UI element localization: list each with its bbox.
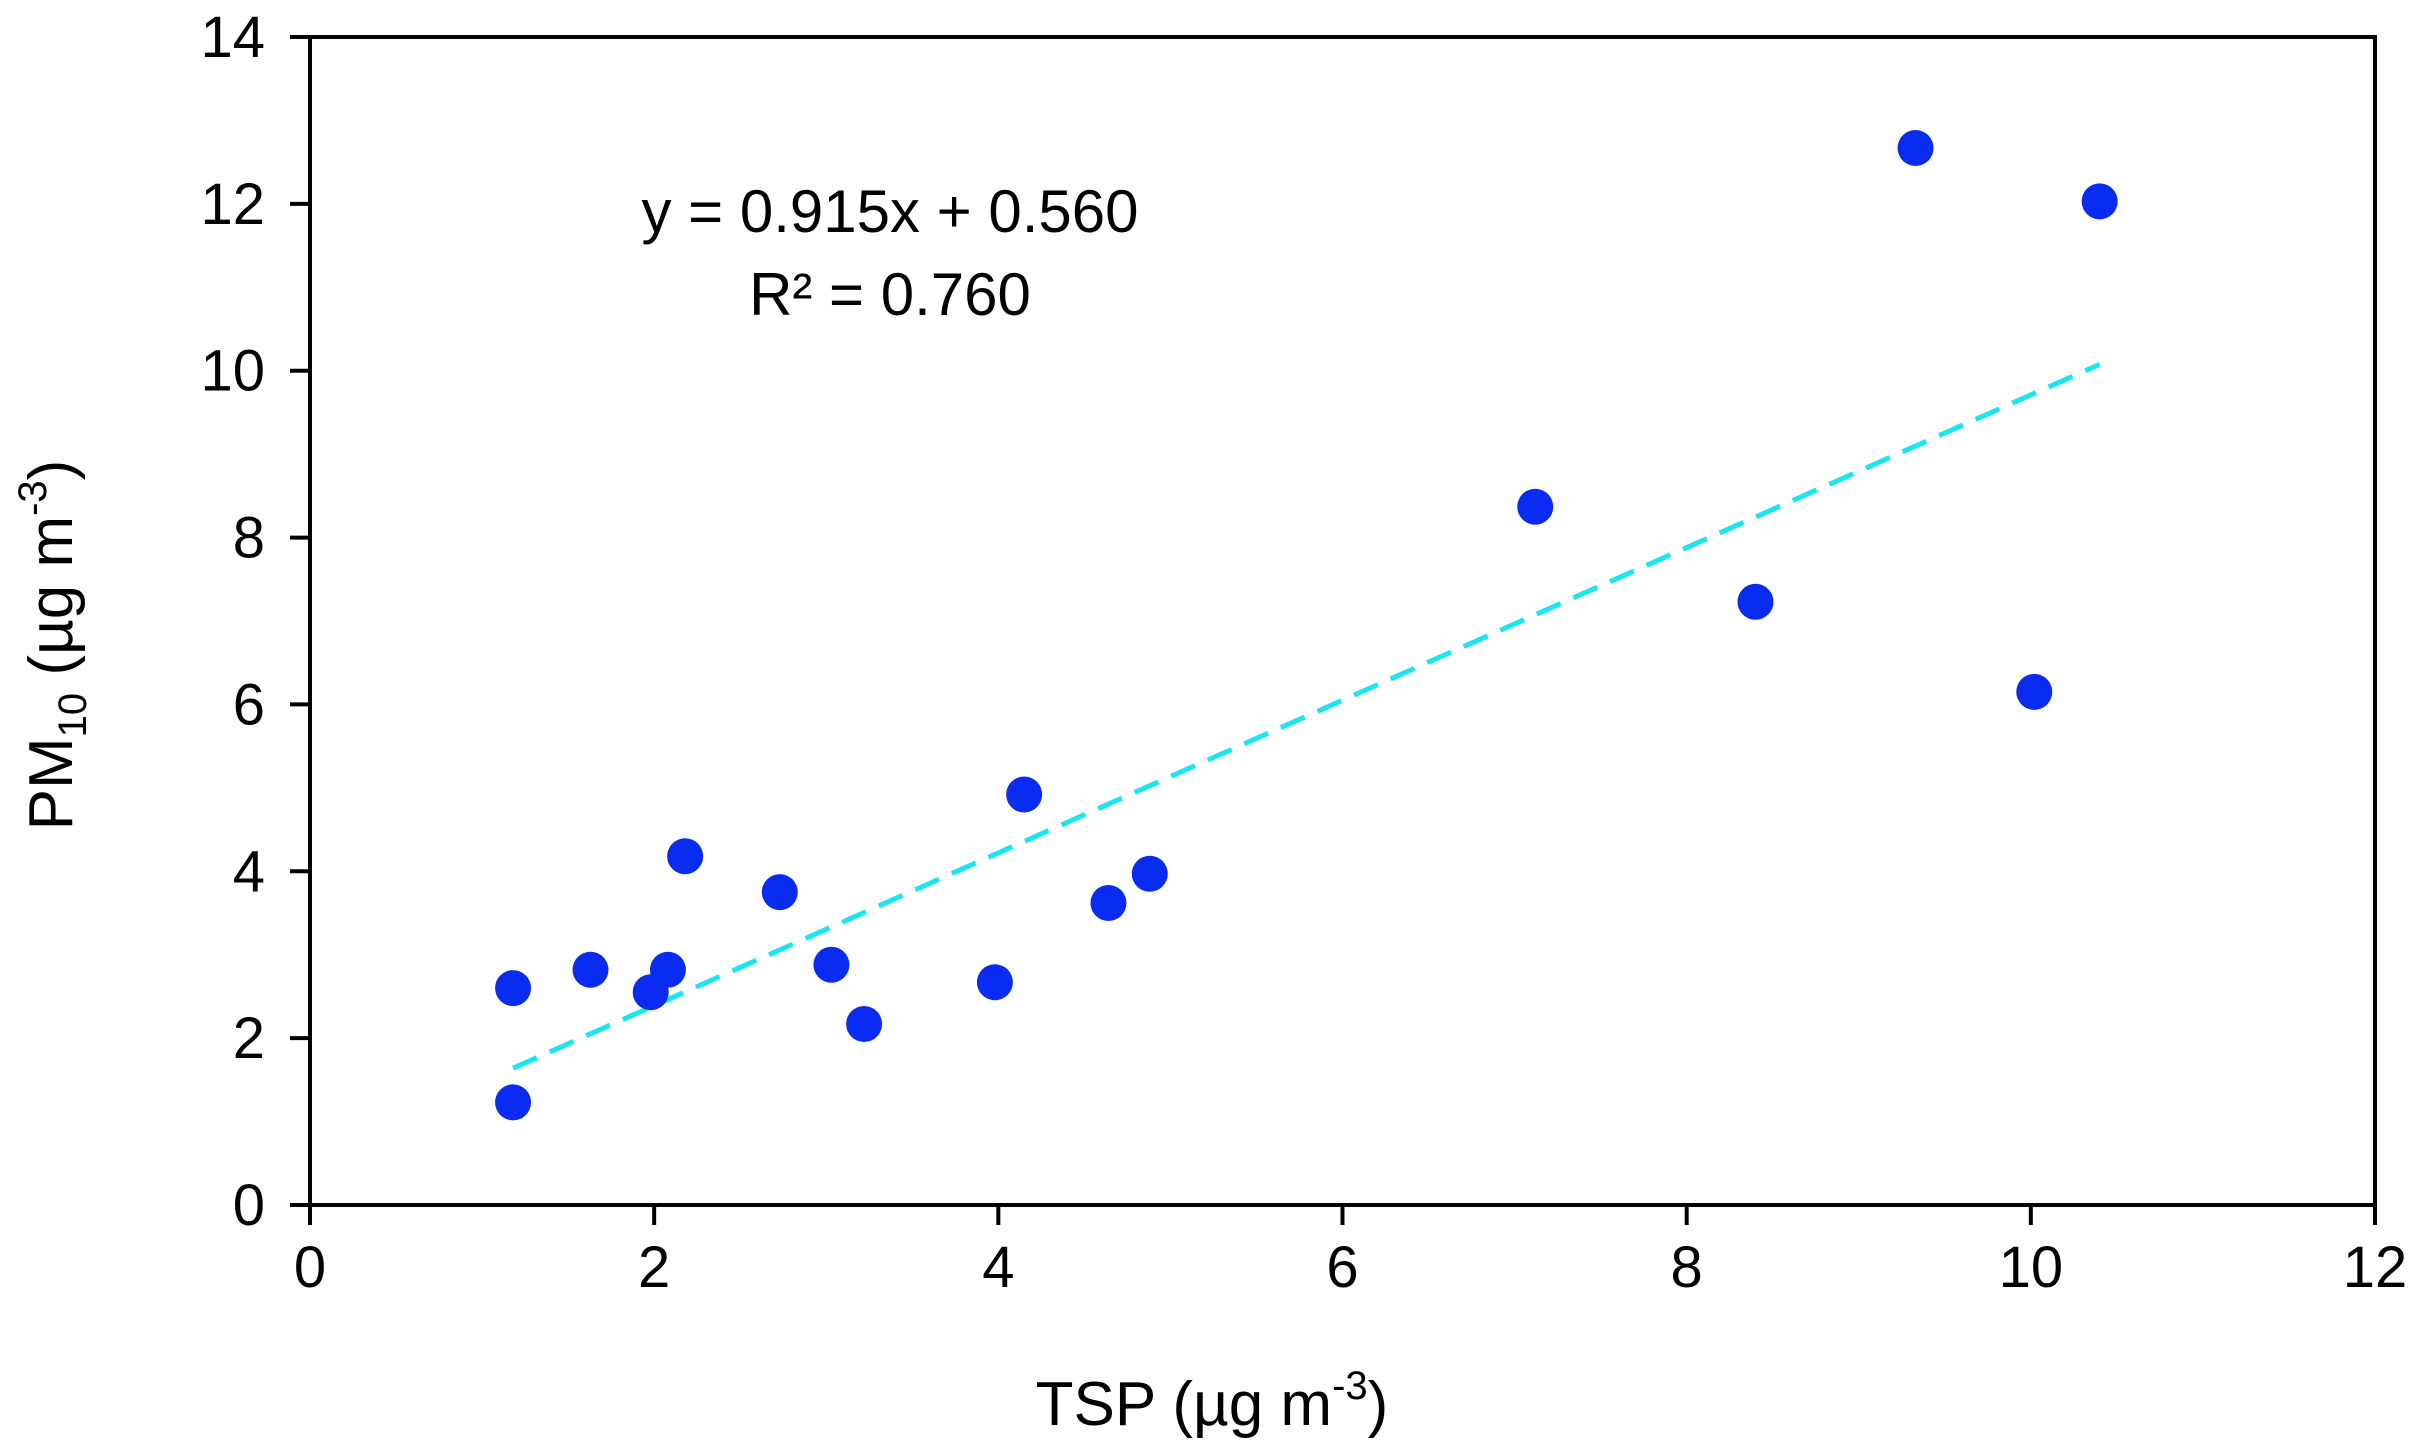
- data-point: [2081, 183, 2118, 220]
- r-squared-label: R² = 0.760: [749, 261, 1031, 328]
- x-tick-label: 12: [2343, 1235, 2408, 1300]
- regression-equation: y = 0.915x + 0.560: [641, 178, 1138, 245]
- x-axis-title: TSP (µg m-3): [1036, 1364, 1389, 1439]
- data-point: [976, 964, 1013, 1001]
- data-point: [2016, 673, 2053, 710]
- x-tick-label: 8: [1671, 1235, 1703, 1300]
- data-point: [649, 951, 686, 988]
- y-tick-label: 4: [233, 839, 265, 904]
- data-point: [1517, 488, 1554, 525]
- x-tick-label: 10: [1999, 1235, 2064, 1300]
- data-point: [1090, 884, 1127, 921]
- data-point: [572, 951, 609, 988]
- x-tick-label: 0: [294, 1235, 326, 1300]
- x-tick-label: 4: [982, 1235, 1014, 1300]
- data-point: [761, 874, 798, 911]
- x-tick-label: 6: [1326, 1235, 1358, 1300]
- data-point: [1897, 129, 1934, 166]
- y-tick-label: 10: [200, 339, 265, 404]
- y-tick-label: 2: [233, 1006, 265, 1071]
- data-point: [846, 1005, 883, 1042]
- y-tick-label: 14: [200, 5, 265, 70]
- x-tick-label: 2: [638, 1235, 670, 1300]
- y-tick-label: 0: [233, 1173, 265, 1238]
- trendline-group: [512, 362, 2101, 1071]
- y-tick-label: 8: [233, 506, 265, 571]
- y-tick-label: 12: [200, 172, 265, 237]
- axis-ticks: 0 2 4 6 8 10 12 0 2 4 6 8 10 12 14: [200, 5, 2407, 1300]
- data-point: [813, 946, 850, 983]
- data-point: [667, 838, 704, 875]
- data-point: [1006, 776, 1043, 813]
- data-point: [495, 970, 532, 1007]
- trendline: [512, 362, 2101, 1071]
- y-axis-title: PM10 (µg m-3): [11, 460, 95, 831]
- data-point: [1131, 855, 1168, 892]
- y-tick-label: 6: [233, 672, 265, 737]
- data-point: [1737, 583, 1774, 620]
- data-point: [495, 1084, 532, 1121]
- plot-area-frame: [308, 35, 2377, 1207]
- data-points: [495, 129, 2118, 1121]
